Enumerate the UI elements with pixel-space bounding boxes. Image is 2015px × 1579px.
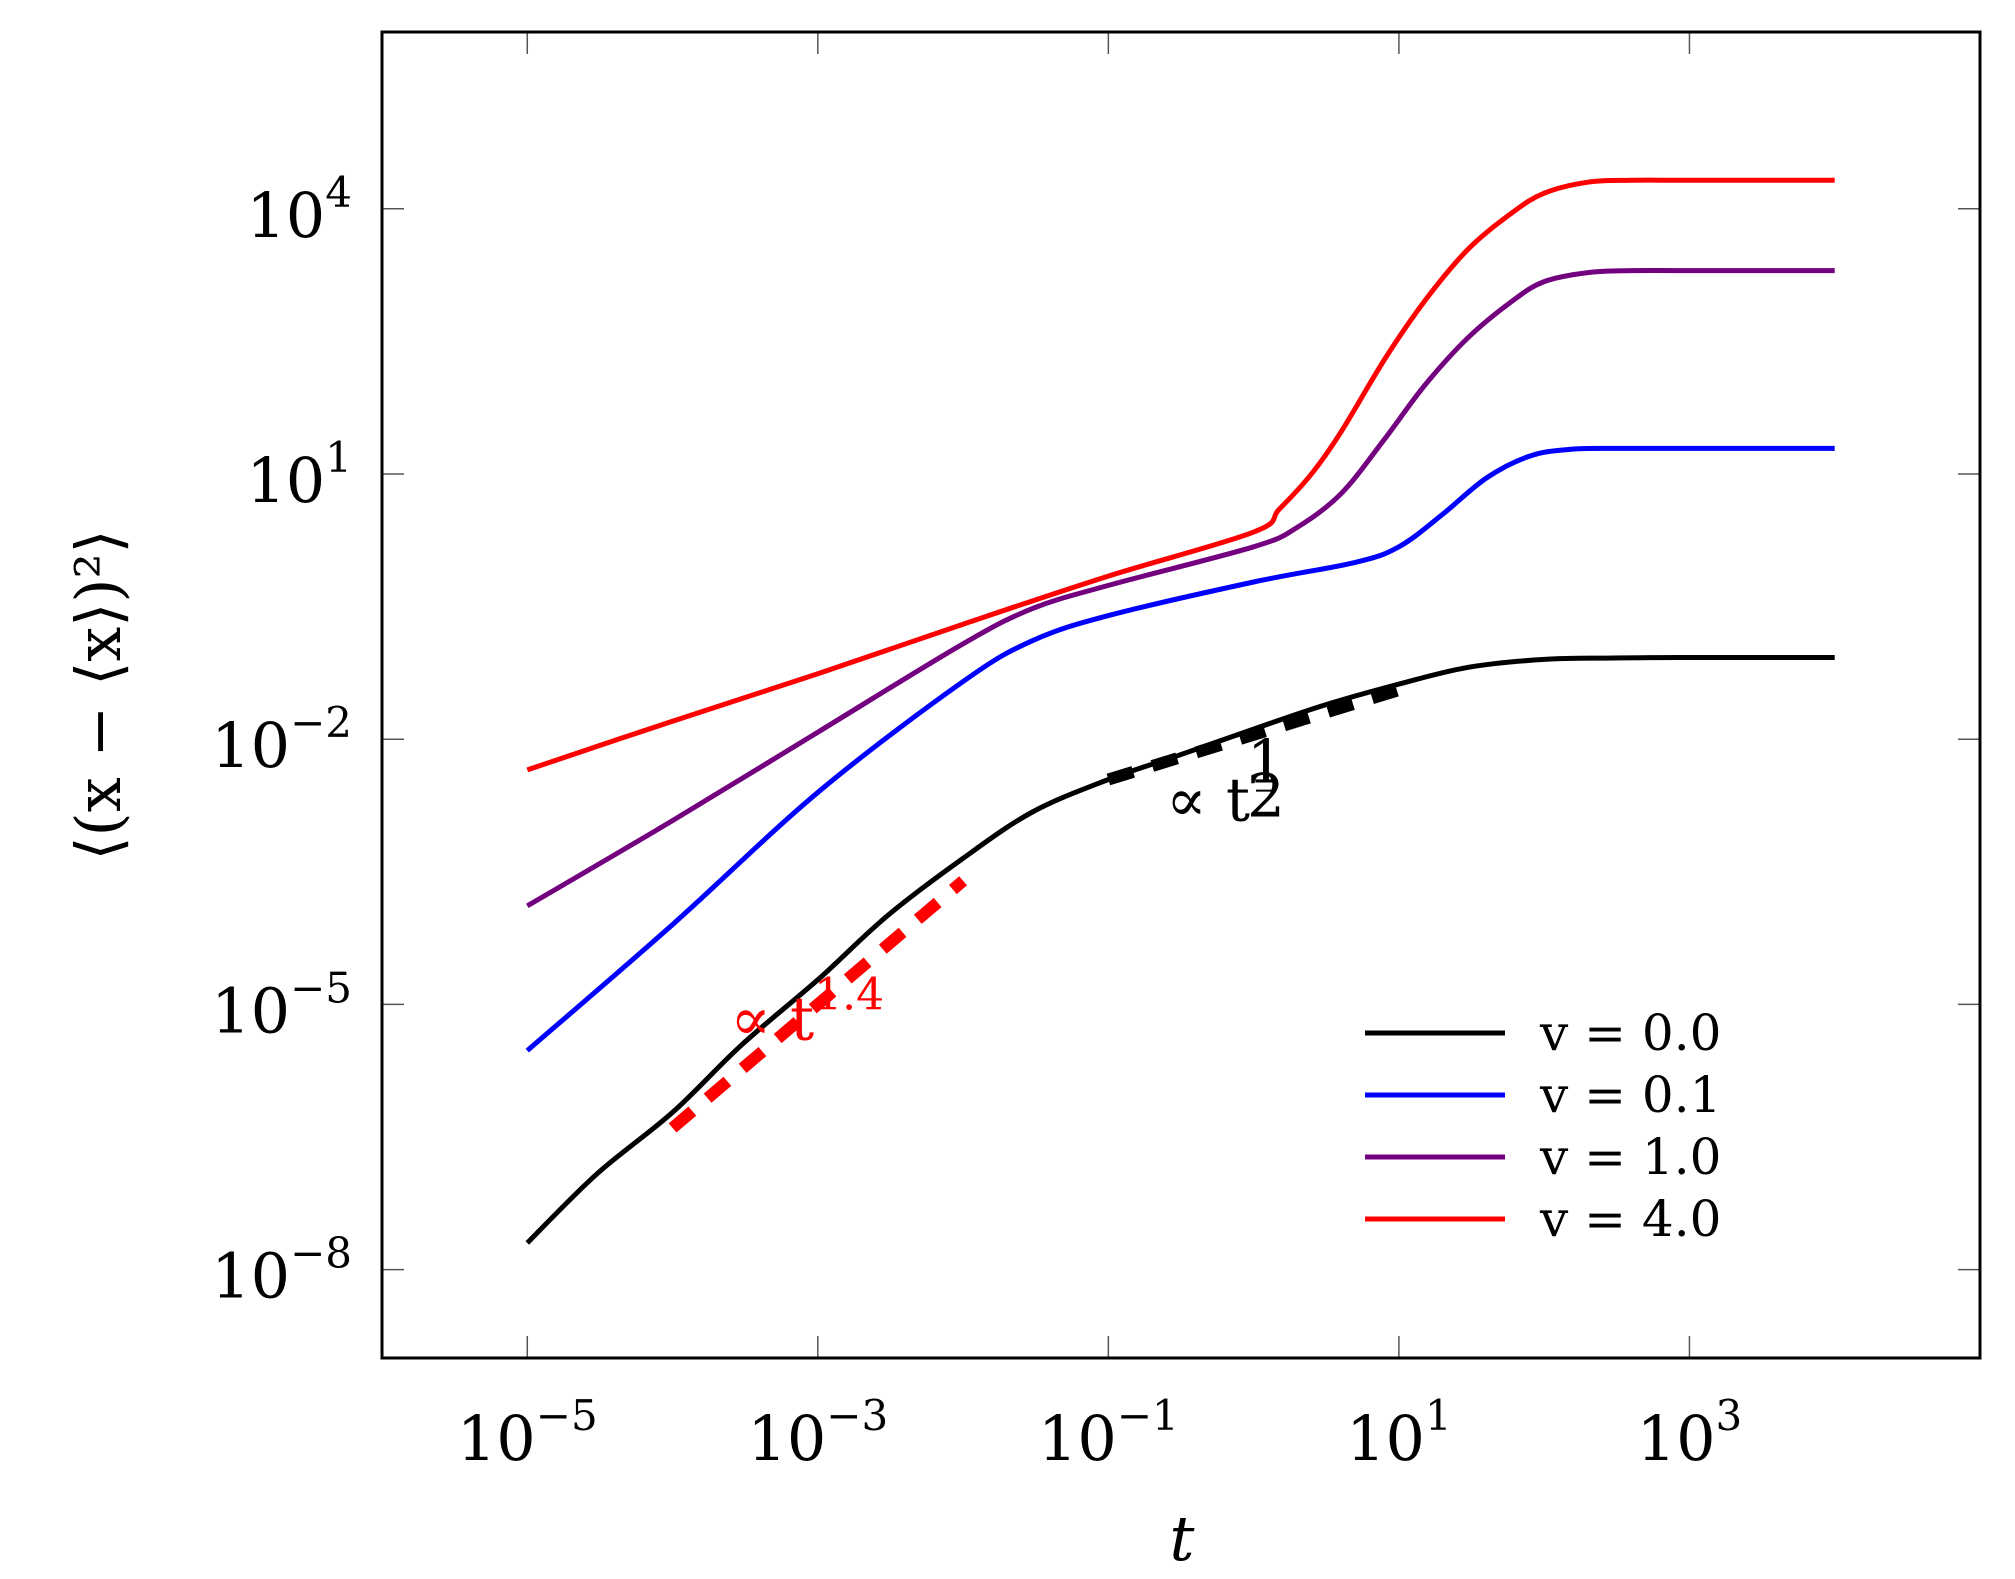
y-tick-label-4: 104 [246, 168, 352, 252]
legend-box [1340, 1000, 1760, 1270]
legend-label-1: v = 0.1 [1539, 1066, 1721, 1124]
annotation-1-exp-den: 2 [1247, 762, 1285, 832]
y-tick-labels: 10−8 10−5 10−2 101 104 [211, 168, 352, 1313]
y-axis-label: ⟨(x − ⟨x⟩)²⟩ [62, 529, 135, 860]
x-tick-label-2: 10−1 [1038, 1391, 1179, 1475]
y-tick-label-3: 101 [246, 433, 352, 517]
axis-ticks [382, 32, 1980, 1358]
y-tick-label-0: 10−8 [211, 1229, 352, 1313]
annotation-0: ∝ t1.4 [730, 970, 884, 1055]
x-axis-label: t [1170, 1502, 1195, 1575]
guide-line-1 [1106, 684, 1401, 786]
x-tick-label-0: 10−5 [457, 1391, 598, 1475]
annotation-1-exp-num: 1 [1247, 728, 1285, 798]
x-tick-label-1: 10−3 [747, 1391, 888, 1475]
legend-label-3: v = 4.0 [1539, 1190, 1721, 1248]
legend: v = 0.0v = 0.1v = 1.0v = 4.0 [1340, 1000, 1760, 1270]
y-tick-label-1: 10−5 [211, 963, 352, 1047]
plot-frame [380, 30, 1982, 1360]
annotation-layer: ∝ t1.4 ∝ t12 [730, 728, 1285, 1055]
legend-label-2: v = 1.0 [1539, 1128, 1721, 1186]
annotation-1: ∝ t [1166, 766, 1250, 836]
guide-layer [668, 684, 1401, 1133]
series-line-3 [526, 177, 1835, 773]
guide-line-0 [668, 876, 967, 1133]
legend-label-0: v = 0.0 [1539, 1004, 1721, 1062]
x-tick-label-3: 101 [1346, 1391, 1452, 1475]
x-tick-label-4: 103 [1637, 1391, 1743, 1475]
y-tick-label-2: 10−2 [211, 698, 352, 782]
series-line-2 [526, 267, 1835, 909]
series-line-1 [525, 445, 1835, 1053]
x-tick-labels: 10−5 10−3 10−1 101 103 [457, 1391, 1742, 1475]
